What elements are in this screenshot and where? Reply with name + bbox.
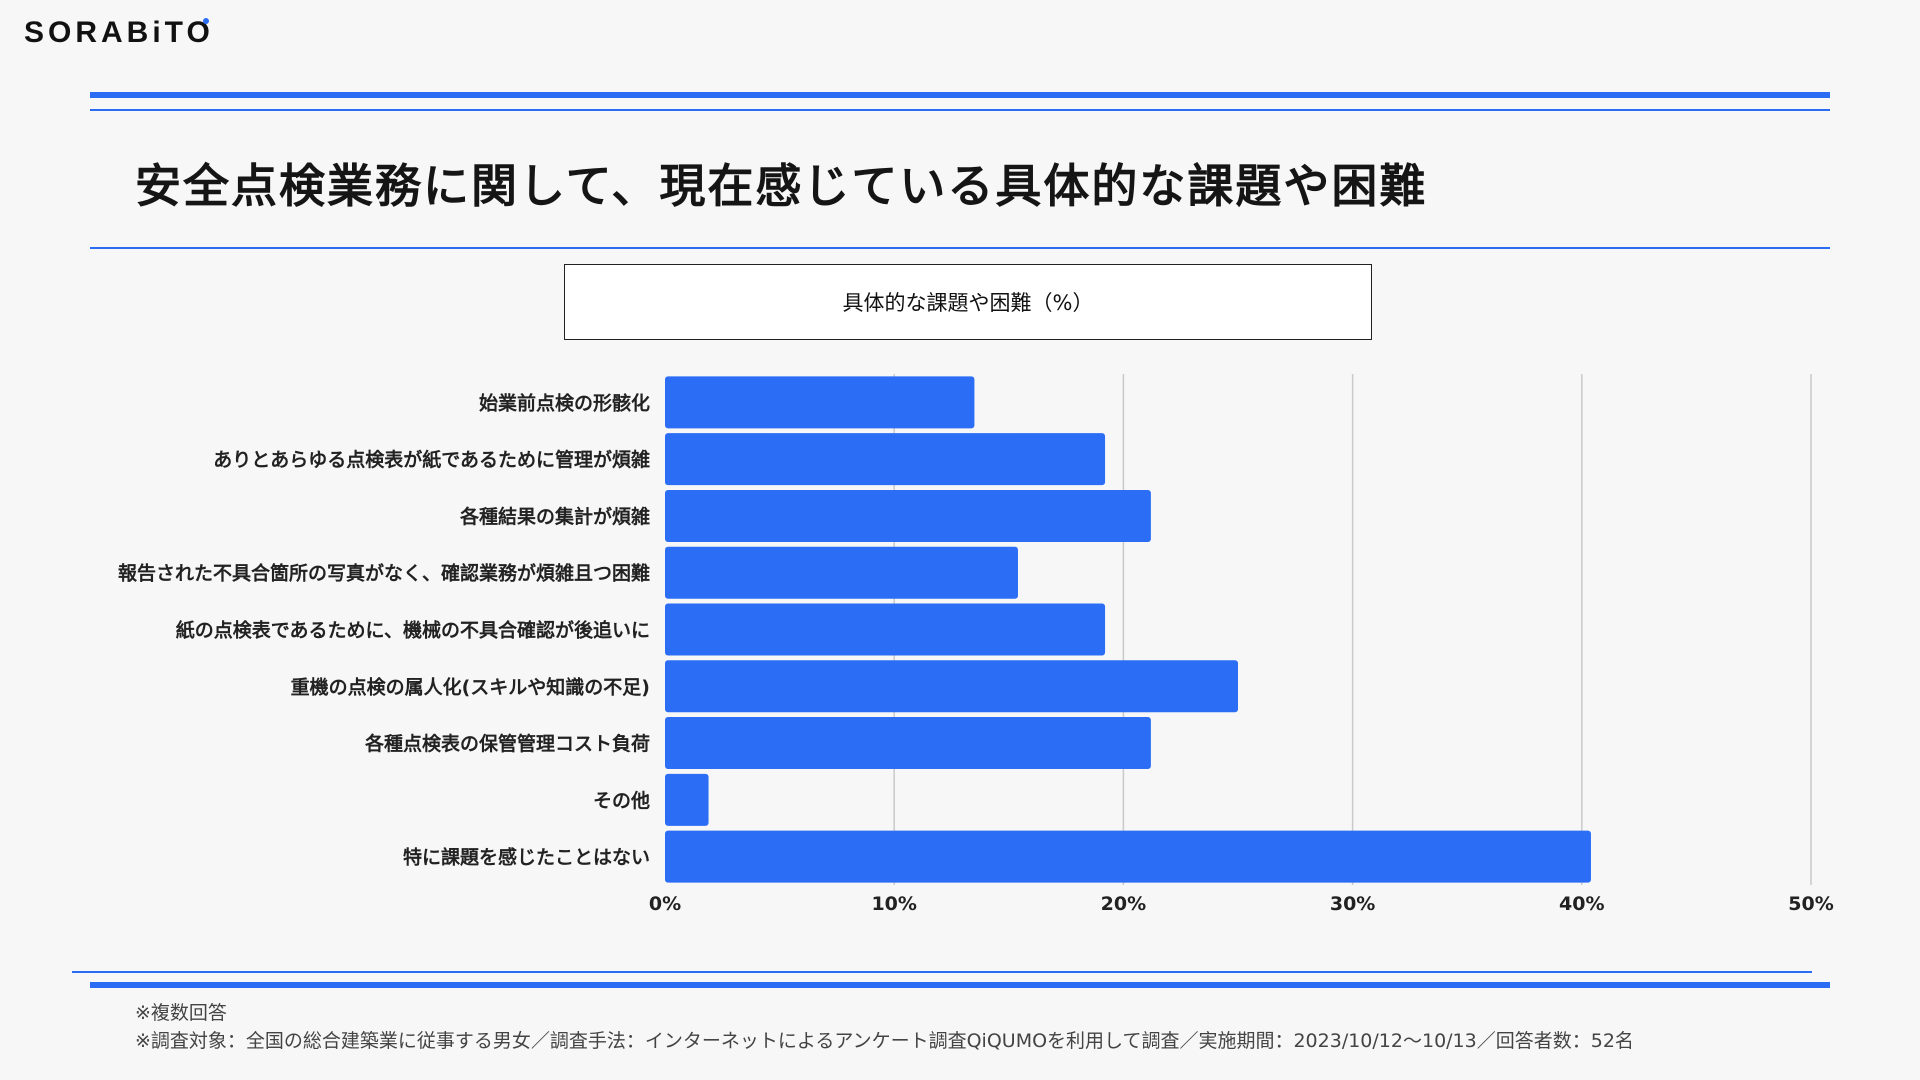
note-multiple-answers: ※複数回答 <box>135 1002 227 1024</box>
category-label: 紙の点検表であるために、機械の不具合確認が後追いに <box>176 619 650 642</box>
category-label: 重機の点検の属人化(スキルや知識の不足) <box>291 675 650 698</box>
bar <box>665 773 709 826</box>
note-survey-details: ※調査対象：全国の総合建築業に従事する男女／調査手法：インターネットによるアンケ… <box>135 1030 1634 1052</box>
bottom-thick-rule <box>90 982 1830 988</box>
category-label: 各種点検表の保管管理コスト負荷 <box>364 732 650 755</box>
bar <box>665 546 1018 599</box>
bar <box>665 489 1151 542</box>
logo-accent-dot <box>203 18 209 24</box>
x-tick-label: 10% <box>871 893 916 915</box>
bar <box>665 433 1106 486</box>
legend-label: 具体的な課題や困難（%） <box>842 291 1094 315</box>
title-underline <box>90 247 1830 249</box>
chart-legend: 具体的な課題や困難（%） <box>564 264 1372 340</box>
category-label: 報告された不具合箇所の写真がなく、確認業務が煩雑且つ困難 <box>118 562 650 585</box>
x-tick-label: 50% <box>1788 893 1833 915</box>
category-label: 始業前点検の形骸化 <box>479 391 650 414</box>
category-label: その他 <box>593 789 650 812</box>
bar <box>665 717 1151 770</box>
brand-logo: SORABiTO <box>24 16 214 49</box>
category-label: 特に課題を感じたことはない <box>403 846 650 869</box>
bar <box>665 660 1238 713</box>
page-title: 安全点検業務に関して、現在感じている具体的な課題や困難 <box>135 159 1428 213</box>
category-label: 各種結果の集計が煩雑 <box>459 505 650 528</box>
x-tick-label: 20% <box>1101 893 1146 915</box>
top-thick-rule <box>90 92 1830 98</box>
bar-chart: 始業前点検の形骸化ありとあらゆる点検表が紙であるために管理が煩雑各種結果の集計が… <box>118 374 1834 915</box>
x-tick-label: 40% <box>1559 893 1604 915</box>
category-label: ありとあらゆる点検表が紙であるために管理が煩雑 <box>213 448 650 471</box>
bar <box>665 830 1591 883</box>
x-tick-label: 0% <box>649 893 681 915</box>
bottom-thin-rule <box>72 971 1812 973</box>
top-thin-rule <box>90 109 1830 111</box>
x-tick-label: 30% <box>1330 893 1375 915</box>
bar <box>665 603 1106 656</box>
bar <box>665 376 975 429</box>
